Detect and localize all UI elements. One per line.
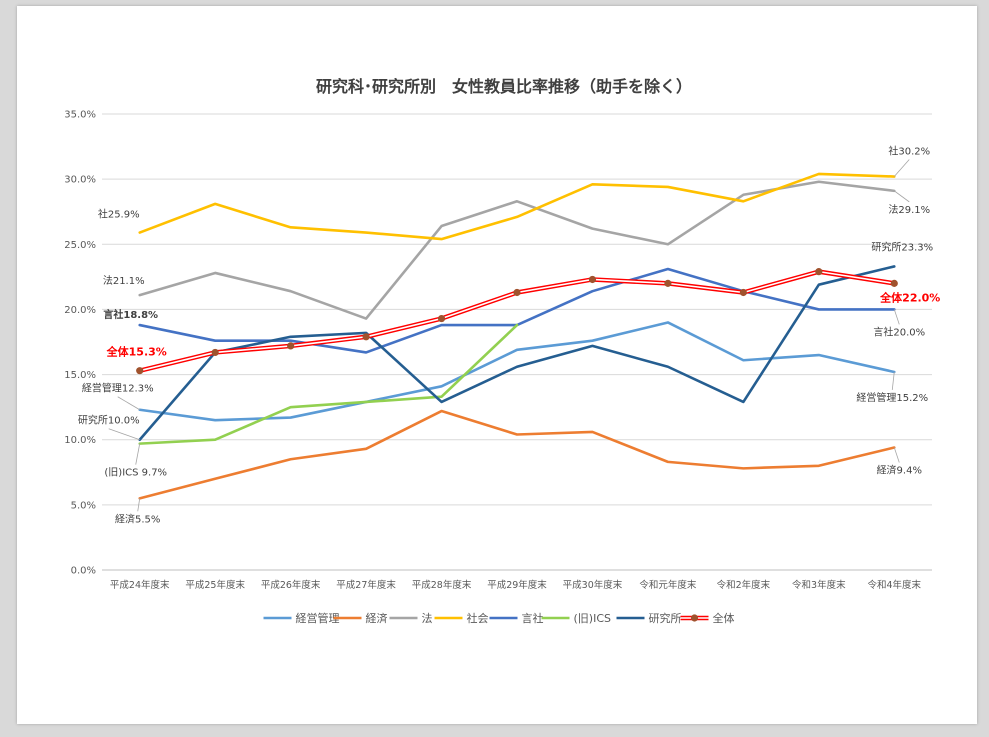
data-point-total (287, 342, 295, 350)
chart-title: 研究科･研究所別 女性教員比率推移（助手を除く） (316, 77, 692, 96)
y-tick-label: 10.0% (64, 435, 96, 446)
y-axis-ticks: 0.0% 5.0% 10.0% 15.0% 20.0% 25.0% 30.0% 35.0% (64, 110, 96, 577)
x-tick-label: 平成25年度末 (185, 579, 245, 591)
annotation-leader-line (894, 190, 910, 203)
series-line-total-outer (139, 269, 895, 373)
data-label: 経済5.5% (115, 512, 160, 525)
x-tick-label: 平成27年度末 (336, 579, 396, 591)
data-label: 経済9.4% (877, 464, 922, 477)
data-label: 社25.9% (98, 208, 140, 221)
series-line (138, 409, 896, 500)
data-point-total (362, 333, 370, 341)
data-label: 社30.2% (888, 145, 930, 158)
legend-label: 社会 (467, 611, 489, 625)
annotation-leader-line (137, 498, 141, 512)
legend: 経営管理 経済 法 社会 言社 (旧)ICS 研究所 全体 (263, 611, 735, 625)
data-point-total (136, 367, 144, 375)
data-label: 法21.1% (103, 274, 145, 287)
annotation-leaders (108, 159, 910, 512)
data-label: 全体15.3% (106, 345, 167, 359)
y-tick-label: 25.0% (64, 240, 96, 251)
data-label: 研究所10.0% (78, 414, 140, 427)
data-label: 全体22.0% (879, 290, 940, 304)
annotation-leader-line (117, 396, 140, 411)
y-tick-label: 35.0% (64, 110, 96, 121)
page-canvas: 研究科･研究所別 女性教員比率推移（助手を除く） 0.0% 5.0% 10.0% 15… (17, 6, 977, 724)
y-tick-label: 15.0% (64, 370, 96, 381)
x-tick-label: 令和4年度末 (867, 579, 921, 591)
gridlines (102, 113, 932, 571)
data-point-total (211, 348, 219, 357)
x-tick-label: 平成24年度末 (110, 579, 170, 591)
annotation-leader-line (893, 447, 900, 463)
data-label: 言社18.8% (103, 308, 158, 321)
x-axis-ticks: 平成24年度末 平成25年度末 平成26年度末 平成27年度末 平成28年度末 平成29年… (110, 579, 922, 591)
series-line-total-inner (139, 270, 895, 372)
legend-label: (旧)ICS (574, 612, 612, 625)
y-tick-label: 30.0% (64, 175, 96, 186)
legend-label: 経営管理 (296, 611, 340, 625)
legend-label: 経済 (366, 611, 388, 625)
legend-label: 言社 (522, 611, 544, 625)
annotation-leader-line (893, 309, 900, 325)
legend-label: 法 (422, 611, 433, 625)
annotation-leader-line (108, 428, 140, 441)
x-tick-label: 平成29年度末 (487, 579, 547, 591)
data-point-total (739, 288, 747, 297)
data-point-total (437, 314, 446, 323)
data-label: 研究所23.3% (871, 240, 933, 253)
series-line (138, 323, 519, 445)
data-point-total (890, 279, 898, 287)
data-point-total (588, 275, 597, 284)
x-tick-label: 令和2年度末 (717, 579, 771, 591)
data-point-total (664, 279, 672, 287)
legend-marker-total (690, 614, 699, 622)
series-line (138, 172, 896, 241)
y-tick-label: 0.0% (71, 566, 96, 577)
data-point-total (513, 288, 521, 297)
x-tick-label: 令和元年度末 (639, 579, 697, 591)
data-label: 経営管理12.3% (82, 382, 154, 395)
series-line (138, 265, 896, 442)
legend-label: 全体 (713, 611, 735, 625)
y-tick-label: 5.0% (71, 500, 96, 511)
series-line (138, 321, 896, 422)
data-point-total (815, 268, 823, 276)
legend-label: 研究所 (649, 611, 682, 625)
x-tick-label: 平成28年度末 (412, 579, 472, 591)
annotation-leader-line (891, 371, 895, 391)
annotation-leader-line (135, 443, 141, 465)
series-line (138, 180, 896, 320)
y-tick-label: 20.0% (64, 305, 96, 316)
x-tick-label: 平成26年度末 (261, 579, 321, 591)
data-label: 法29.1% (888, 203, 930, 216)
data-label: (旧)ICS 9.7% (104, 467, 167, 479)
x-tick-label: 令和3年度末 (792, 579, 846, 591)
line-chart: 研究科･研究所別 女性教員比率推移（助手を除く） 0.0% 5.0% 10.0% 15… (64, 77, 941, 625)
annotation-leader-line (893, 159, 910, 177)
data-label: 経営管理15.2% (856, 391, 928, 404)
series-lines (136, 172, 898, 500)
x-tick-label: 平成30年度末 (563, 579, 623, 591)
data-label: 言社20.0% (873, 325, 925, 338)
data-annotations: 社25.9% 法21.1% 言社18.8% 全体15.3% 経営管理12.3% 研究所10… (78, 145, 941, 526)
